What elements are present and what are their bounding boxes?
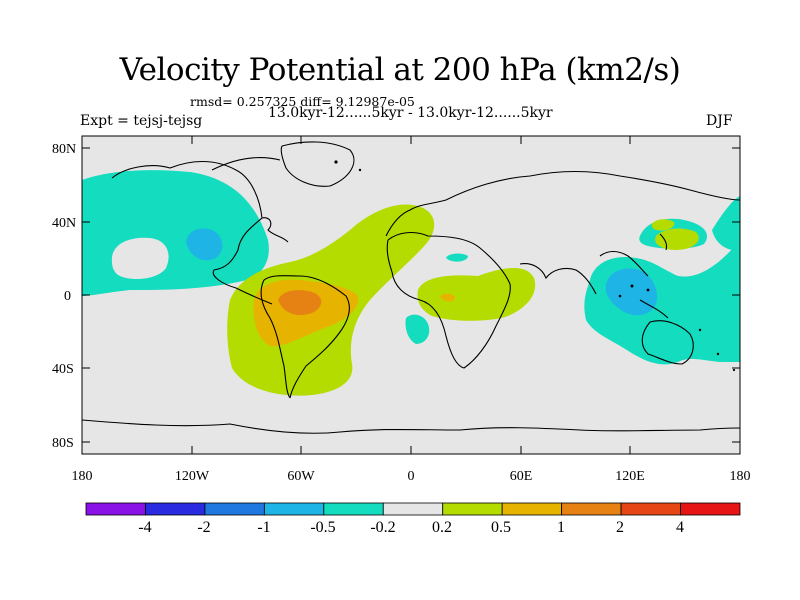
lon-tick-label: 0 bbox=[408, 469, 415, 484]
colorbar-swatch bbox=[145, 502, 206, 516]
colorbar-swatch bbox=[323, 502, 384, 516]
experiment-label: Expt = tejsj-tejsg bbox=[80, 113, 203, 129]
colorbar-label: 0.2 bbox=[432, 519, 452, 536]
lat-labels: 80N 40N 0 40S 80S bbox=[52, 142, 76, 451]
lon-tick-label: 60E bbox=[510, 469, 533, 484]
colorbar-label: 1 bbox=[557, 519, 565, 536]
colorbar-label: -0.2 bbox=[370, 519, 395, 536]
lat-tick-label: 40S bbox=[52, 362, 74, 377]
colorbar-swatch bbox=[442, 502, 503, 516]
cyan-blob-south-atlantic bbox=[405, 314, 430, 344]
colorbar-labels: -4 -2 -1 -0.5 -0.2 0.2 0.5 1 2 4 bbox=[138, 519, 684, 536]
axis-ticks bbox=[81, 136, 741, 454]
colorbar-label: 2 bbox=[616, 519, 624, 536]
colorbar-label: 4 bbox=[676, 519, 684, 536]
colorbar-swatch bbox=[561, 502, 622, 516]
colorbar-swatch bbox=[680, 502, 741, 516]
chart-title: Velocity Potential at 200 hPa (km2/s) bbox=[119, 52, 681, 88]
islands bbox=[334, 160, 736, 372]
map-field bbox=[82, 136, 740, 454]
cyan-region-east-pacific-edge bbox=[712, 196, 740, 251]
lightblue-region-us bbox=[186, 228, 223, 261]
lat-tick-label: 80S bbox=[52, 436, 74, 451]
yellowgreen-region-japan bbox=[651, 219, 675, 231]
yellowgreen-region-africa bbox=[417, 267, 536, 321]
cyan-blob-atlantic bbox=[446, 253, 468, 262]
lon-labels: 180 120W 60W 0 60E 120E 180 bbox=[72, 469, 751, 484]
colorbar-swatch bbox=[204, 502, 265, 516]
lat-tick-label: 0 bbox=[64, 289, 71, 304]
lat-tick-label: 80N bbox=[52, 142, 76, 157]
colorbar-label: 0.5 bbox=[491, 519, 511, 536]
coastlines bbox=[82, 141, 740, 434]
orange-region-amazon bbox=[278, 290, 322, 316]
yellow-region-africa bbox=[440, 293, 455, 302]
lon-tick-label: 180 bbox=[730, 469, 751, 484]
lon-tick-label: 120E bbox=[615, 469, 645, 484]
colorbar-label: -1 bbox=[257, 519, 270, 536]
colorbar-swatch bbox=[620, 502, 681, 516]
lightblue-region-indonesia bbox=[605, 268, 658, 316]
stats-label: rmsd= 0.257325 diff= 9.12987e-05 bbox=[190, 94, 415, 109]
lon-tick-label: 180 bbox=[72, 469, 93, 484]
neutral-hole-pacific bbox=[111, 237, 169, 280]
colorbar-label: -0.5 bbox=[310, 519, 335, 536]
colorbar-swatch bbox=[501, 502, 563, 516]
period-label: 13.0kyr-12......5kyr - 13.0kyr-12......5… bbox=[268, 105, 553, 121]
colorbar-swatch bbox=[382, 502, 444, 516]
lon-tick-label: 60W bbox=[287, 469, 315, 484]
colorbar bbox=[85, 502, 741, 516]
colorbar-swatch bbox=[85, 502, 146, 516]
colorbar-label: -2 bbox=[197, 519, 210, 536]
season-label: DJF bbox=[706, 113, 733, 129]
colorbar-swatch bbox=[263, 502, 325, 516]
lon-tick-label: 120W bbox=[175, 469, 210, 484]
lat-tick-label: 40N bbox=[52, 216, 76, 231]
colorbar-label: -4 bbox=[138, 519, 151, 536]
